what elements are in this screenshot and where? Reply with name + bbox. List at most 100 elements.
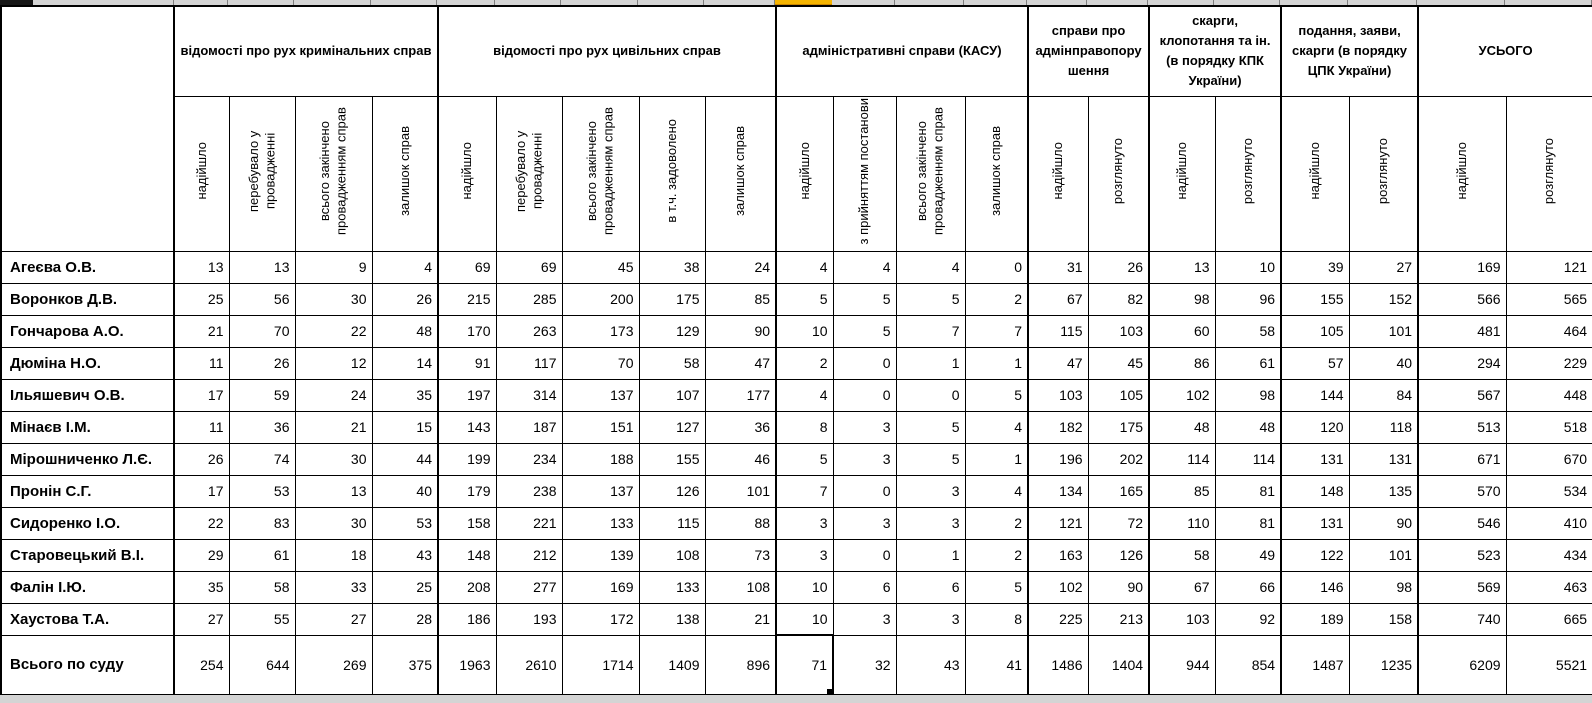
data-cell[interactable]: 30 <box>294 442 373 476</box>
data-cell[interactable]: 90 <box>704 314 777 348</box>
judge-name-cell[interactable]: Пронін С.Г. <box>0 474 175 508</box>
data-cell[interactable]: 108 <box>704 570 777 604</box>
data-cell[interactable]: 41 <box>964 634 1029 696</box>
data-cell[interactable]: 33 <box>294 570 373 604</box>
data-cell[interactable]: 96 <box>1214 282 1282 316</box>
data-cell[interactable]: 463 <box>1505 570 1592 604</box>
data-cell[interactable]: 5 <box>895 282 966 316</box>
data-cell[interactable]: 4 <box>371 250 439 284</box>
judge-name-cell[interactable]: Гончарова А.О. <box>0 314 175 348</box>
data-cell[interactable]: 84 <box>1348 378 1419 412</box>
data-cell[interactable]: 26 <box>228 346 296 380</box>
data-cell[interactable]: 193 <box>495 602 563 636</box>
group-header-4[interactable]: скарги, клопотання та ін. (в порядку КПК… <box>1148 5 1282 97</box>
data-cell[interactable]: 105 <box>1087 378 1150 412</box>
data-cell[interactable]: 0 <box>832 474 897 508</box>
data-cell[interactable]: 17 <box>173 474 230 508</box>
data-cell[interactable]: 27 <box>294 602 373 636</box>
data-cell[interactable]: 139 <box>561 538 640 572</box>
data-cell[interactable]: 5 <box>895 410 966 444</box>
data-cell[interactable]: 740 <box>1417 602 1507 636</box>
data-cell[interactable]: 107 <box>638 378 706 412</box>
data-cell[interactable]: 1714 <box>561 634 640 696</box>
data-cell[interactable]: 4 <box>964 410 1029 444</box>
data-cell[interactable]: 665 <box>1505 602 1592 636</box>
data-cell[interactable]: 3 <box>895 506 966 540</box>
data-cell[interactable]: 101 <box>1348 538 1419 572</box>
data-cell[interactable]: 148 <box>1280 474 1350 508</box>
data-cell[interactable]: 48 <box>1214 410 1282 444</box>
data-cell[interactable]: 1404 <box>1087 634 1150 696</box>
column-header[interactable]: перебувало у провадженні <box>228 95 296 252</box>
data-cell[interactable]: 36 <box>704 410 777 444</box>
data-cell[interactable]: 24 <box>704 250 777 284</box>
data-cell[interactable]: 131 <box>1280 442 1350 476</box>
data-cell[interactable]: 569 <box>1417 570 1507 604</box>
data-cell[interactable]: 58 <box>1214 314 1282 348</box>
data-cell[interactable]: 67 <box>1027 282 1089 316</box>
column-header[interactable]: розглянуто <box>1214 95 1282 252</box>
data-cell[interactable]: 234 <box>495 442 563 476</box>
column-header[interactable]: розглянуто <box>1087 95 1150 252</box>
data-cell[interactable]: 3 <box>775 538 834 572</box>
data-cell[interactable]: 1963 <box>437 634 497 696</box>
data-cell[interactable]: 2 <box>964 538 1029 572</box>
data-cell[interactable]: 410 <box>1505 506 1592 540</box>
data-cell[interactable]: 4 <box>775 378 834 412</box>
selected-cell[interactable]: 71 <box>775 634 835 696</box>
data-cell[interactable]: 21 <box>704 602 777 636</box>
data-cell[interactable]: 671 <box>1417 442 1507 476</box>
data-cell[interactable]: 26 <box>173 442 230 476</box>
group-header-5[interactable]: подання, заяви, скарги (в порядку ЦПК Ук… <box>1280 5 1419 97</box>
data-cell[interactable]: 263 <box>495 314 563 348</box>
data-cell[interactable]: 567 <box>1417 378 1507 412</box>
data-cell[interactable]: 1235 <box>1348 634 1419 696</box>
data-cell[interactable]: 13 <box>228 250 296 284</box>
data-cell[interactable]: 1 <box>964 346 1029 380</box>
data-cell[interactable]: 0 <box>964 250 1029 284</box>
data-cell[interactable]: 103 <box>1027 378 1089 412</box>
data-cell[interactable]: 36 <box>228 410 296 444</box>
data-cell[interactable]: 126 <box>1087 538 1150 572</box>
column-header[interactable]: надійшло <box>1148 95 1216 252</box>
data-cell[interactable]: 90 <box>1087 570 1150 604</box>
data-cell[interactable]: 110 <box>1148 506 1216 540</box>
column-header[interactable]: всього закінчено провадженням справ <box>895 95 966 252</box>
data-cell[interactable]: 70 <box>561 346 640 380</box>
data-cell[interactable]: 277 <box>495 570 563 604</box>
data-cell[interactable]: 131 <box>1280 506 1350 540</box>
data-cell[interactable]: 208 <box>437 570 497 604</box>
data-cell[interactable]: 294 <box>1417 346 1507 380</box>
data-cell[interactable]: 188 <box>561 442 640 476</box>
data-cell[interactable]: 57 <box>1280 346 1350 380</box>
data-cell[interactable]: 102 <box>1027 570 1089 604</box>
data-cell[interactable]: 118 <box>1348 410 1419 444</box>
group-header-2[interactable]: адміністративні справи (КАСУ) <box>775 5 1029 97</box>
data-cell[interactable]: 1409 <box>638 634 706 696</box>
data-cell[interactable]: 60 <box>1148 314 1216 348</box>
judge-name-cell[interactable]: Хаустова Т.А. <box>0 602 175 636</box>
judge-name-cell[interactable]: Всього по суду <box>0 634 175 696</box>
data-cell[interactable]: 58 <box>228 570 296 604</box>
data-cell[interactable]: 38 <box>638 250 706 284</box>
data-cell[interactable]: 70 <box>228 314 296 348</box>
data-cell[interactable]: 481 <box>1417 314 1507 348</box>
data-cell[interactable]: 72 <box>1087 506 1150 540</box>
data-cell[interactable]: 25 <box>371 570 439 604</box>
data-cell[interactable]: 29 <box>173 538 230 572</box>
data-cell[interactable]: 5 <box>832 314 897 348</box>
data-cell[interactable]: 117 <box>495 346 563 380</box>
data-cell[interactable]: 3 <box>895 602 966 636</box>
data-cell[interactable]: 56 <box>228 282 296 316</box>
judge-name-cell[interactable]: Фалін І.Ю. <box>0 570 175 604</box>
data-cell[interactable]: 25 <box>173 282 230 316</box>
data-cell[interactable]: 15 <box>371 410 439 444</box>
data-cell[interactable]: 9 <box>294 250 373 284</box>
data-cell[interactable]: 114 <box>1214 442 1282 476</box>
data-cell[interactable]: 48 <box>1148 410 1216 444</box>
data-cell[interactable]: 169 <box>561 570 640 604</box>
data-cell[interactable]: 513 <box>1417 410 1507 444</box>
data-cell[interactable]: 158 <box>437 506 497 540</box>
column-header[interactable]: надійшло <box>1280 95 1350 252</box>
data-cell[interactable]: 135 <box>1348 474 1419 508</box>
